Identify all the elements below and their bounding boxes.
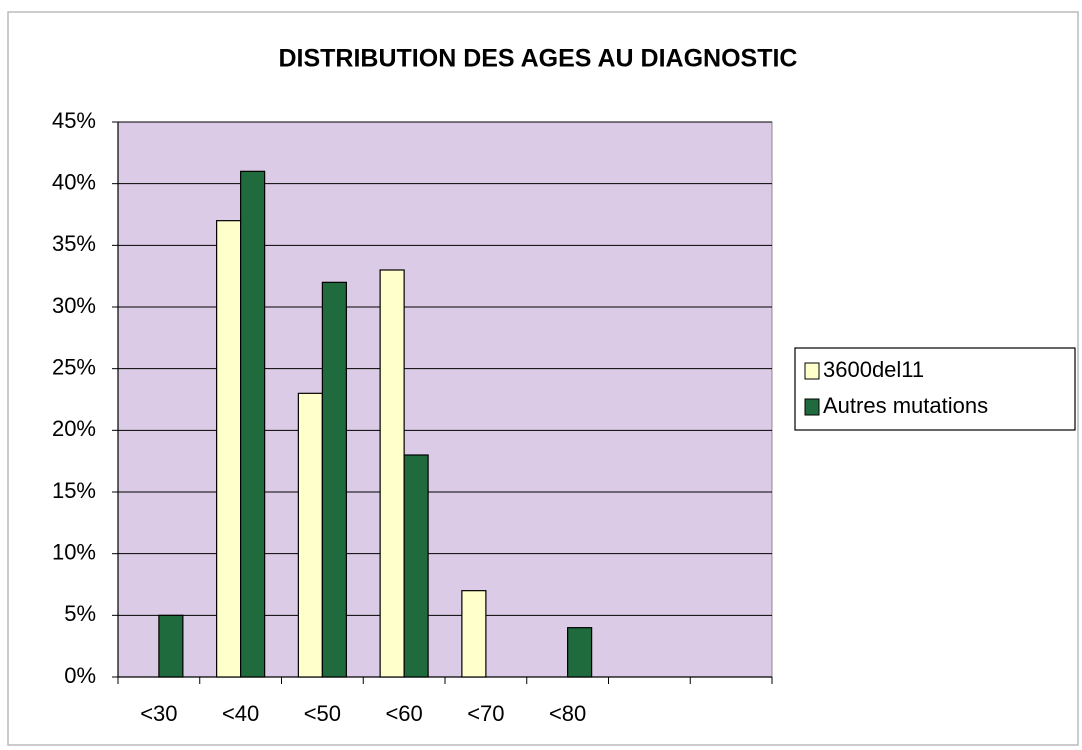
bar — [567, 627, 593, 678]
legend-swatch — [804, 362, 820, 380]
legend-label: Autres mutations — [823, 393, 988, 418]
x-tick-label: <60 — [385, 701, 422, 726]
x-tick-label: <80 — [549, 701, 586, 726]
chart-title: DISTRIBUTION DES AGES AU DIAGNOSTIC — [278, 45, 797, 73]
legend-box — [794, 347, 1076, 431]
x-tick-label: <50 — [304, 701, 341, 726]
bar — [216, 220, 242, 678]
bar — [321, 281, 347, 678]
y-tick-label: 20% — [52, 416, 96, 441]
y-tick-label: 0% — [64, 663, 96, 688]
legend-label: 3600del11 — [823, 357, 924, 382]
y-tick-label: 15% — [52, 478, 96, 503]
legend-swatch — [804, 398, 820, 416]
bar — [403, 454, 429, 678]
y-tick-label: 30% — [52, 293, 96, 318]
y-tick-label: 45% — [52, 108, 96, 133]
x-tick-label: <40 — [222, 701, 259, 726]
bar — [461, 590, 487, 678]
bar — [240, 170, 266, 678]
y-tick-label: 5% — [64, 601, 96, 626]
y-tick-label: 35% — [52, 231, 96, 256]
y-tick-label: 40% — [52, 169, 96, 194]
bar — [297, 392, 323, 678]
y-tick-label: 25% — [52, 354, 96, 379]
bar — [158, 614, 184, 678]
x-tick-label: <30 — [140, 701, 177, 726]
bar — [379, 269, 405, 678]
x-tick-label: <70 — [467, 701, 504, 726]
y-tick-label: 10% — [52, 539, 96, 564]
